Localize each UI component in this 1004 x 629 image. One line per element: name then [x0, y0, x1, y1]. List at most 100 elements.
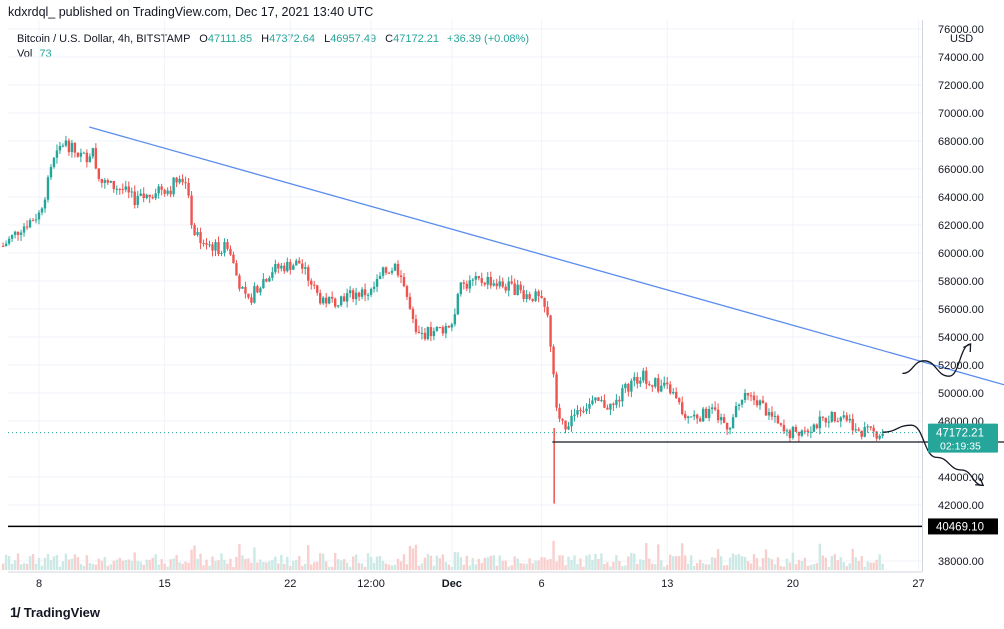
volume-bar — [55, 554, 59, 570]
volume-bar — [836, 560, 839, 570]
candle-body — [10, 234, 14, 239]
volume-bar — [755, 558, 759, 570]
volume-bar — [872, 562, 875, 570]
tradingview-logo[interactable]: 1/ TradingView — [10, 604, 100, 620]
candle-body — [875, 431, 878, 439]
candle-body — [636, 376, 639, 384]
volume-bar — [384, 563, 388, 570]
candle-body — [49, 167, 53, 178]
bullish-arrowhead — [963, 342, 972, 353]
volume-bar — [64, 553, 68, 570]
chart-grid — [8, 20, 923, 573]
volume-bar — [510, 565, 513, 570]
candle-body — [369, 288, 373, 295]
last-price-value: 47172.21 — [936, 428, 984, 440]
volume-bar — [175, 555, 178, 570]
candle-body — [330, 296, 334, 299]
candle-body — [423, 332, 427, 340]
volume-bar — [136, 560, 139, 570]
volume-bar — [354, 554, 358, 570]
candle-body — [142, 193, 145, 199]
candle-body — [761, 400, 765, 404]
candle-body — [133, 191, 136, 206]
candle-body — [701, 408, 705, 422]
candle-body — [333, 298, 337, 307]
candle-body — [803, 430, 807, 432]
volume-bar — [719, 556, 723, 570]
volume-bar — [118, 557, 121, 570]
volume-bar — [399, 561, 403, 570]
volume-bar — [256, 562, 259, 570]
candle-body — [495, 283, 498, 287]
candle-body — [788, 430, 792, 438]
candle-body — [555, 374, 558, 408]
volume-bar — [663, 566, 666, 570]
volume-bar — [76, 557, 80, 570]
candle-body — [770, 412, 774, 417]
candle-body — [432, 330, 436, 337]
time-tick-label: Dec — [442, 578, 462, 590]
time-tick-label: 20 — [787, 578, 799, 590]
candle-body — [348, 290, 352, 294]
volume-bar — [639, 559, 642, 570]
volume-bar — [172, 558, 175, 570]
volume-bar — [842, 562, 845, 570]
volume-bar — [375, 556, 379, 570]
price-tick-label: 76000.00 — [938, 24, 984, 36]
volume-bar — [133, 552, 136, 570]
candle-body — [307, 267, 310, 281]
volume-bar — [492, 555, 495, 570]
candle-body — [1, 246, 5, 247]
volume-bar — [821, 555, 825, 570]
volume-bar — [456, 552, 460, 570]
volume-bar — [740, 556, 744, 570]
volume-bar — [283, 563, 286, 570]
volume-bar — [543, 557, 546, 570]
candle-body — [103, 180, 107, 183]
volume-bar — [654, 564, 657, 570]
volume-bar — [34, 563, 38, 570]
candle-body — [486, 276, 489, 285]
volume-bar — [46, 553, 50, 570]
candle-body — [43, 199, 47, 209]
candle-body — [76, 152, 80, 157]
volume-bar — [429, 555, 433, 570]
candle-body — [420, 332, 424, 334]
candle-body — [250, 297, 253, 303]
candle-body — [322, 297, 325, 304]
volume-bar — [301, 565, 304, 570]
time-tick-label: 13 — [661, 578, 673, 590]
candle-body — [492, 283, 495, 286]
low-value: 46957.49 — [330, 33, 377, 45]
candle-body — [196, 232, 199, 235]
volume-bar — [713, 557, 717, 570]
volume-bar — [465, 555, 469, 570]
volume-bar — [139, 561, 142, 570]
candle-body — [570, 415, 573, 427]
candle-body — [573, 414, 576, 416]
volume-bar — [561, 555, 564, 570]
volume-bar — [49, 559, 53, 570]
candle-body — [58, 146, 62, 151]
volume-bar — [881, 563, 884, 570]
volume-bar — [208, 565, 211, 570]
volume-bar — [704, 564, 708, 570]
volume-bar — [878, 554, 881, 570]
volume-bar — [360, 563, 364, 570]
candle-body — [202, 243, 205, 245]
volume-bar — [94, 564, 98, 570]
candle-body — [115, 188, 118, 190]
volume-bar — [603, 563, 606, 570]
candle-body — [797, 431, 801, 436]
candle-body — [648, 383, 651, 386]
candle-body — [483, 282, 486, 285]
volume-bar — [40, 565, 44, 570]
candle-body — [588, 404, 591, 409]
volume-bar — [229, 558, 232, 570]
candle-body — [657, 378, 660, 392]
volume-bar — [148, 559, 151, 570]
volume-bar — [471, 558, 474, 570]
candle-body — [567, 426, 570, 430]
volume-bar — [241, 555, 244, 570]
